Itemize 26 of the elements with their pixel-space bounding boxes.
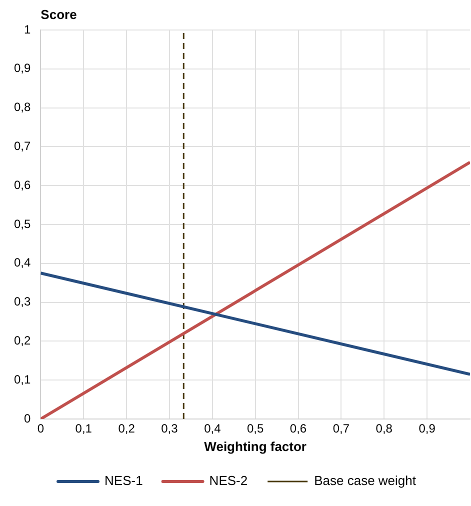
x-tick-label: 0,7 — [332, 422, 350, 436]
y-tick-label: 0 — [24, 411, 31, 426]
legend-label: Base case weight — [314, 473, 416, 488]
y-tick-label: 0,3 — [14, 294, 31, 309]
y-axis-title: Score — [40, 7, 77, 22]
y-tick-label: 0,6 — [14, 178, 31, 192]
x-tick-label: 0,5 — [246, 422, 264, 436]
legend-label: NES-2 — [209, 473, 248, 488]
x-tick-label: 0,6 — [290, 422, 307, 436]
x-tick-label: 0,2 — [118, 422, 136, 436]
legend-label: NES-1 — [104, 473, 143, 488]
y-tick-label: 0,4 — [14, 256, 31, 270]
y-tick-label: 0,9 — [14, 61, 31, 76]
y-tick-label: 0,7 — [14, 139, 31, 154]
x-tick-label: 0,4 — [204, 422, 222, 436]
x-tick-label: 0,1 — [75, 422, 92, 436]
x-axis-title: Weighting factor — [204, 438, 306, 454]
x-tick-label: 0,3 — [161, 422, 178, 436]
x-tick-label: 0,9 — [418, 422, 436, 436]
x-tick-label: 0,8 — [376, 422, 393, 436]
y-tick-label: 0,8 — [14, 100, 31, 114]
y-tick-label: 0,5 — [14, 216, 31, 231]
y-tick-label: 0,1 — [14, 372, 31, 386]
x-tick-label: 0 — [37, 422, 44, 436]
y-tick-label: 1 — [24, 22, 31, 36]
y-tick-label: 0,2 — [14, 334, 31, 348]
